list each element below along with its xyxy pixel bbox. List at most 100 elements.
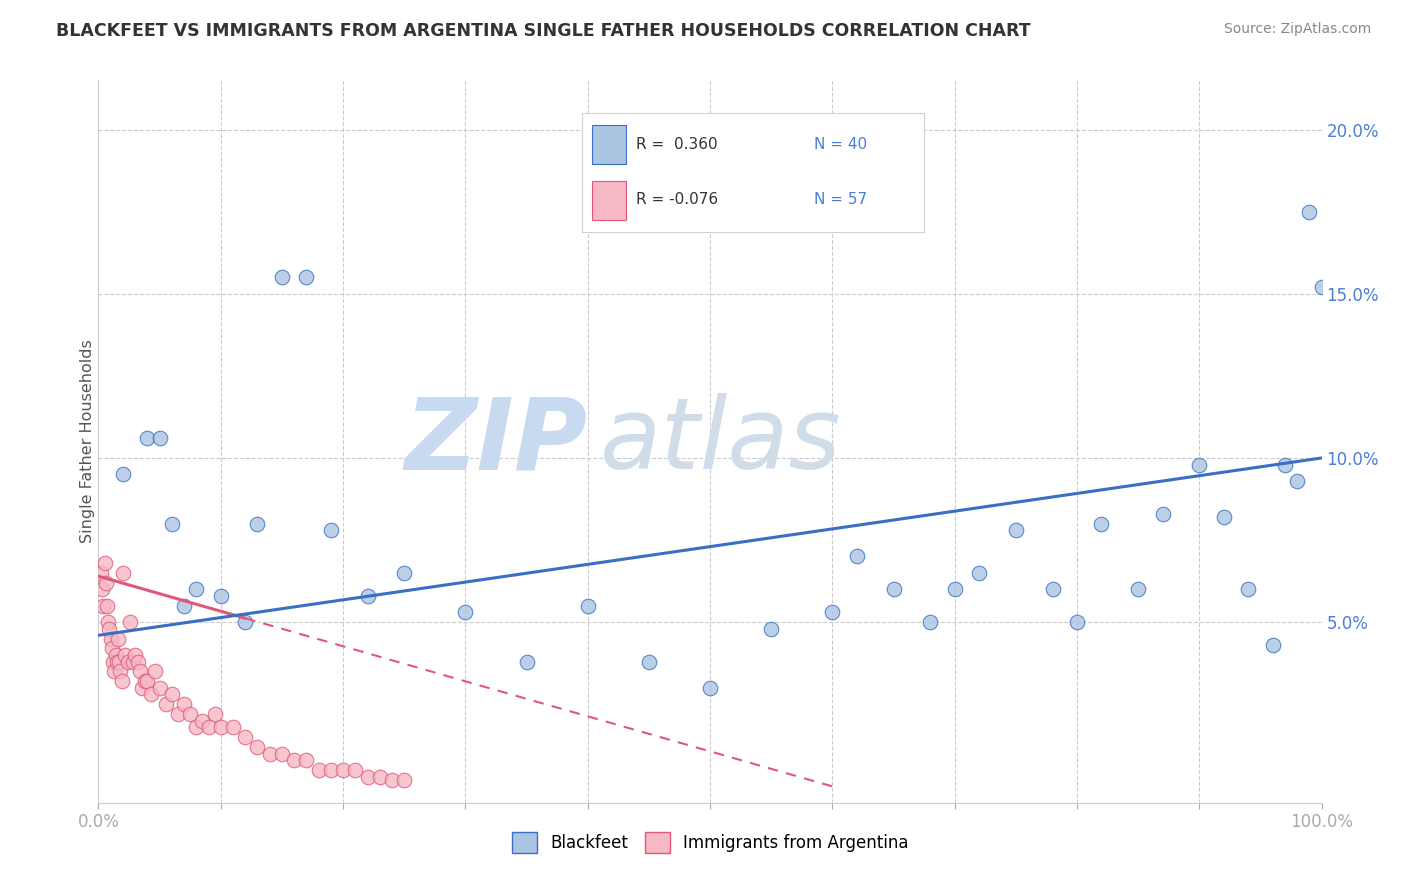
Text: ZIP: ZIP bbox=[405, 393, 588, 490]
Point bbox=[1298, 204, 1320, 219]
Point bbox=[186, 720, 208, 734]
Point bbox=[105, 655, 128, 669]
Point bbox=[173, 599, 195, 613]
Point bbox=[1128, 582, 1150, 597]
Point bbox=[121, 655, 143, 669]
Point bbox=[127, 655, 149, 669]
Point bbox=[319, 763, 342, 777]
Point bbox=[134, 674, 156, 689]
Point bbox=[246, 739, 269, 754]
Point bbox=[576, 599, 599, 613]
Point bbox=[167, 707, 190, 722]
Point bbox=[100, 632, 122, 646]
Point bbox=[222, 720, 245, 734]
Point bbox=[1004, 523, 1026, 537]
Point bbox=[943, 582, 966, 597]
Point bbox=[120, 615, 142, 630]
Point bbox=[93, 556, 115, 570]
Point bbox=[149, 431, 172, 445]
Point bbox=[967, 566, 990, 580]
Point bbox=[103, 665, 125, 679]
Point bbox=[139, 687, 162, 701]
Point bbox=[1212, 510, 1234, 524]
Point bbox=[107, 632, 129, 646]
Point bbox=[233, 730, 256, 744]
Point bbox=[191, 714, 214, 728]
Point bbox=[270, 270, 294, 285]
Point bbox=[160, 516, 183, 531]
Y-axis label: Single Father Households: Single Father Households bbox=[80, 340, 94, 543]
Point bbox=[454, 605, 477, 619]
Point bbox=[90, 566, 112, 580]
Point bbox=[845, 549, 868, 564]
Point bbox=[131, 681, 153, 695]
Point bbox=[246, 516, 269, 531]
Point bbox=[186, 582, 208, 597]
Point bbox=[110, 665, 132, 679]
Text: atlas: atlas bbox=[600, 393, 842, 490]
Point bbox=[637, 655, 661, 669]
Point bbox=[259, 747, 281, 761]
Point bbox=[124, 648, 146, 662]
Text: BLACKFEET VS IMMIGRANTS FROM ARGENTINA SINGLE FATHER HOUSEHOLDS CORRELATION CHAR: BLACKFEET VS IMMIGRANTS FROM ARGENTINA S… bbox=[56, 22, 1031, 40]
Point bbox=[209, 589, 232, 603]
Point bbox=[97, 615, 120, 630]
Point bbox=[101, 655, 124, 669]
Point bbox=[149, 681, 172, 695]
Point bbox=[104, 648, 127, 662]
Point bbox=[1274, 458, 1296, 472]
Point bbox=[283, 753, 305, 767]
Point bbox=[368, 770, 391, 784]
Point bbox=[1286, 474, 1309, 488]
Point bbox=[233, 615, 256, 630]
Point bbox=[308, 763, 330, 777]
Point bbox=[1237, 582, 1260, 597]
Point bbox=[114, 648, 136, 662]
Point bbox=[1090, 516, 1112, 531]
Point bbox=[883, 582, 905, 597]
Point bbox=[1042, 582, 1064, 597]
Point bbox=[173, 698, 195, 712]
Point bbox=[111, 467, 134, 482]
Point bbox=[160, 687, 183, 701]
Point bbox=[1066, 615, 1088, 630]
Point bbox=[356, 770, 378, 784]
Point bbox=[91, 599, 114, 613]
Point bbox=[91, 582, 114, 597]
Point bbox=[821, 605, 844, 619]
Point bbox=[356, 589, 378, 603]
Point bbox=[136, 431, 159, 445]
Point bbox=[515, 655, 537, 669]
Point bbox=[155, 698, 177, 712]
Point bbox=[117, 655, 139, 669]
Point bbox=[129, 665, 152, 679]
Point bbox=[1188, 458, 1211, 472]
Point bbox=[920, 615, 942, 630]
Point bbox=[270, 747, 294, 761]
Text: Source: ZipAtlas.com: Source: ZipAtlas.com bbox=[1223, 22, 1371, 37]
Point bbox=[111, 566, 134, 580]
Point bbox=[381, 772, 404, 787]
Point bbox=[319, 523, 342, 537]
Point bbox=[209, 720, 232, 734]
Point bbox=[295, 270, 318, 285]
Point bbox=[1152, 507, 1174, 521]
Point bbox=[295, 753, 318, 767]
Point bbox=[392, 772, 416, 787]
Point bbox=[143, 665, 166, 679]
Point bbox=[1310, 280, 1333, 294]
Point bbox=[332, 763, 354, 777]
Point bbox=[1261, 638, 1284, 652]
Point bbox=[96, 599, 118, 613]
Point bbox=[136, 674, 159, 689]
Point bbox=[197, 720, 219, 734]
Point bbox=[761, 622, 783, 636]
Point bbox=[204, 707, 226, 722]
Point bbox=[101, 641, 124, 656]
Point bbox=[98, 622, 121, 636]
Point bbox=[699, 681, 721, 695]
Point bbox=[392, 566, 416, 580]
Point bbox=[108, 655, 131, 669]
Point bbox=[344, 763, 367, 777]
Point bbox=[179, 707, 201, 722]
